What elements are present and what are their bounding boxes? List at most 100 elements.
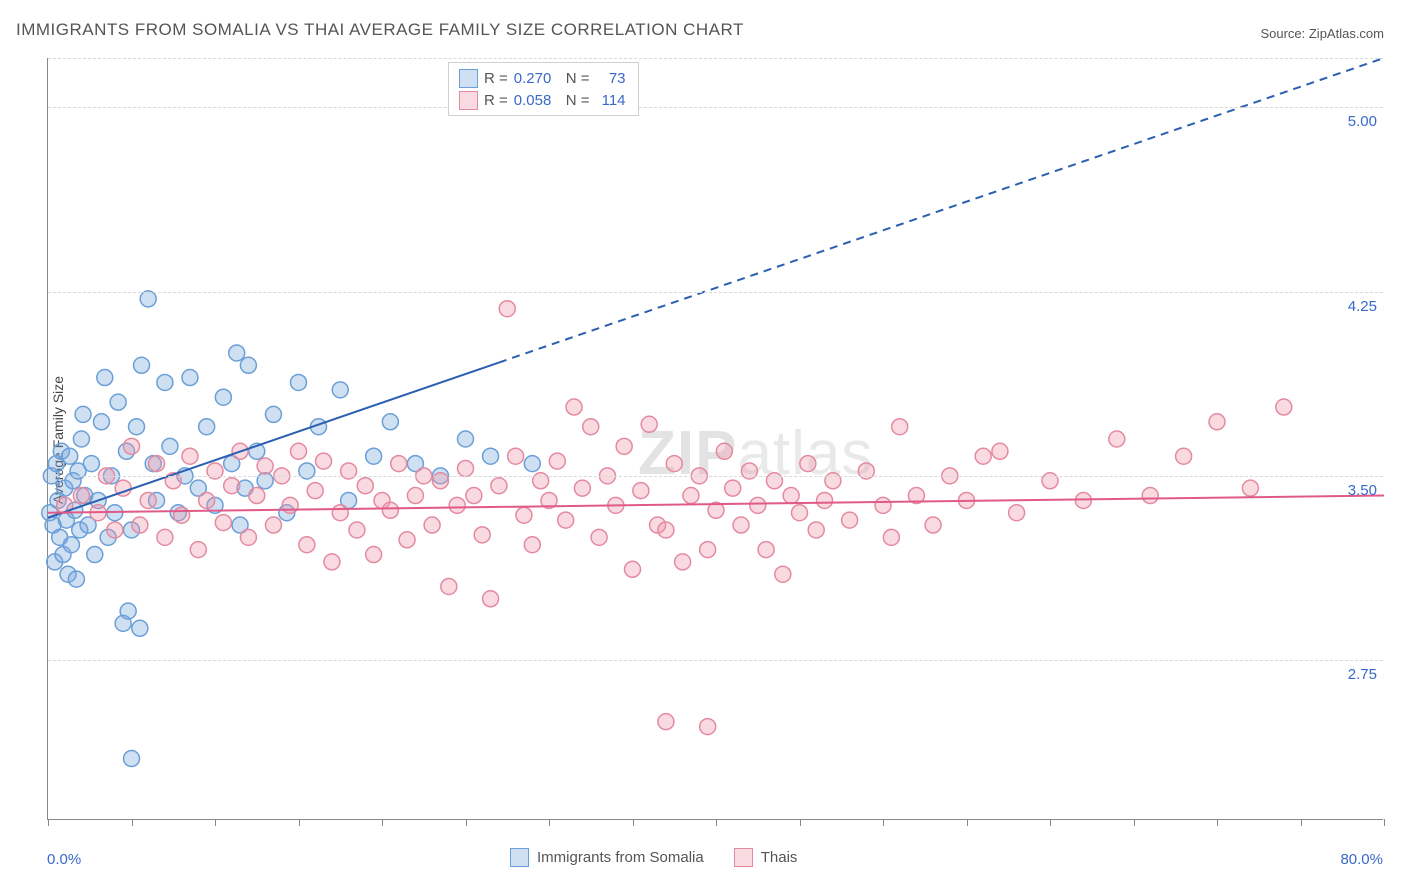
x-axis-min-label: 0.0% [47, 851, 81, 868]
scatter-point-somalia [199, 419, 215, 435]
scatter-point-somalia [93, 414, 109, 430]
scatter-point-thais [516, 507, 532, 523]
x-tick [1384, 819, 1385, 826]
scatter-point-thais [633, 483, 649, 499]
scatter-point-thais [215, 515, 231, 531]
scatter-point-somalia [265, 406, 281, 422]
scatter-point-thais [875, 497, 891, 513]
swatch-somalia [459, 69, 478, 88]
scatter-point-thais [483, 591, 499, 607]
scatter-point-somalia [483, 448, 499, 464]
x-tick [132, 819, 133, 826]
scatter-point-somalia [524, 456, 540, 472]
y-tick-label: 5.00 [1327, 113, 1377, 130]
scatter-point-thais [399, 532, 415, 548]
scatter-point-somalia [291, 374, 307, 390]
scatter-point-thais [257, 458, 273, 474]
scatter-point-thais [666, 456, 682, 472]
grid-line [48, 107, 1383, 108]
scatter-point-thais [658, 522, 674, 538]
scatter-point-thais [124, 438, 140, 454]
scatter-point-thais [466, 488, 482, 504]
scatter-point-somalia [73, 431, 89, 447]
scatter-point-thais [817, 492, 833, 508]
scatter-point-thais [700, 542, 716, 558]
scatter-point-thais [658, 714, 674, 730]
source-label: Source: [1260, 26, 1308, 41]
scatter-point-somalia [134, 357, 150, 373]
scatter-point-thais [282, 497, 298, 513]
scatter-point-somalia [110, 394, 126, 410]
swatch-thais-2 [734, 848, 753, 867]
y-tick-label: 3.50 [1327, 482, 1377, 499]
chart-title: IMMIGRANTS FROM SOMALIA VS THAI AVERAGE … [16, 20, 744, 40]
source-attribution: Source: ZipAtlas.com [1260, 26, 1384, 41]
scatter-point-thais [73, 488, 89, 504]
scatter-point-somalia [62, 448, 78, 464]
legend-item-somalia: Immigrants from Somalia [510, 848, 704, 867]
scatter-point-thais [733, 517, 749, 533]
scatter-point-thais [700, 719, 716, 735]
source-value: ZipAtlas.com [1309, 26, 1384, 41]
scatter-point-thais [357, 478, 373, 494]
grid-line [48, 292, 1383, 293]
legend-item-thais: Thais [734, 848, 798, 867]
scatter-point-thais [750, 497, 766, 513]
scatter-point-somalia [83, 456, 99, 472]
scatter-point-thais [616, 438, 632, 454]
scatter-point-somalia [366, 448, 382, 464]
n-value-somalia: 73 [596, 70, 626, 87]
legend-row-thais: R = 0.058 N = 114 [459, 89, 626, 111]
scatter-point-somalia [120, 603, 136, 619]
scatter-point-thais [1209, 414, 1225, 430]
scatter-point-thais [132, 517, 148, 533]
scatter-point-somalia [240, 357, 256, 373]
scatter-point-thais [424, 517, 440, 533]
scatter-point-thais [1242, 480, 1258, 496]
scatter-point-thais [1176, 448, 1192, 464]
grid-line [48, 660, 1383, 661]
scatter-svg [48, 58, 1383, 819]
scatter-point-thais [190, 542, 206, 558]
scatter-point-somalia [157, 374, 173, 390]
scatter-point-thais [800, 456, 816, 472]
scatter-point-somalia [382, 414, 398, 430]
legend-row-somalia: R = 0.270 N = 73 [459, 67, 626, 89]
scatter-point-thais [783, 488, 799, 504]
scatter-point-thais [449, 497, 465, 513]
n-label-2: N = [566, 92, 590, 109]
scatter-point-thais [407, 488, 423, 504]
scatter-point-thais [366, 547, 382, 563]
scatter-point-somalia [182, 370, 198, 386]
scatter-point-thais [591, 529, 607, 545]
scatter-point-somalia [124, 751, 140, 767]
scatter-point-thais [808, 522, 824, 538]
r-value-somalia: 0.270 [514, 70, 560, 87]
x-tick [800, 819, 801, 826]
scatter-point-thais [566, 399, 582, 415]
scatter-point-thais [641, 416, 657, 432]
x-tick [215, 819, 216, 826]
scatter-point-thais [491, 478, 507, 494]
scatter-point-somalia [97, 370, 113, 386]
scatter-point-thais [683, 488, 699, 504]
scatter-point-thais [149, 456, 165, 472]
x-tick [1134, 819, 1135, 826]
scatter-point-thais [792, 505, 808, 521]
x-tick [1217, 819, 1218, 826]
scatter-point-thais [625, 561, 641, 577]
x-tick [633, 819, 634, 826]
scatter-point-somalia [132, 620, 148, 636]
scatter-point-thais [349, 522, 365, 538]
scatter-point-somalia [458, 431, 474, 447]
scatter-point-thais [725, 480, 741, 496]
x-tick [382, 819, 383, 826]
scatter-point-somalia [229, 345, 245, 361]
scatter-point-somalia [68, 571, 84, 587]
scatter-point-thais [224, 478, 240, 494]
x-tick [1301, 819, 1302, 826]
x-tick [299, 819, 300, 826]
series-legend: Immigrants from Somalia Thais [510, 848, 797, 867]
scatter-point-thais [332, 505, 348, 521]
scatter-point-thais [107, 522, 123, 538]
